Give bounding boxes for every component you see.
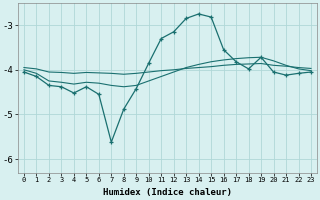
X-axis label: Humidex (Indice chaleur): Humidex (Indice chaleur) <box>103 188 232 197</box>
